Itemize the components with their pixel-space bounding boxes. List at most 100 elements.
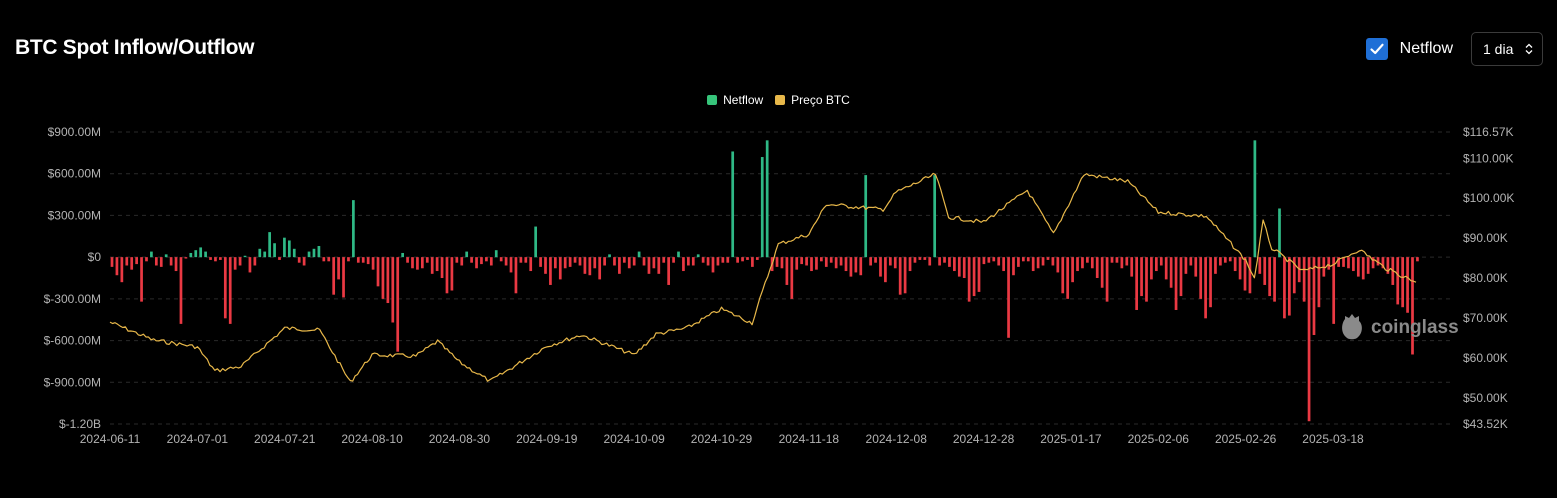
netflow-bar bbox=[1100, 257, 1104, 288]
netflow-bar bbox=[475, 257, 478, 269]
netflow-bar bbox=[420, 257, 424, 269]
netflow-bar bbox=[489, 257, 493, 266]
netflow-bar bbox=[1219, 257, 1222, 266]
netflow-bar bbox=[494, 250, 498, 258]
netflow-bar bbox=[972, 257, 976, 297]
netflow-bar bbox=[356, 257, 360, 263]
netflow-bar bbox=[189, 252, 193, 258]
netflow-bar bbox=[278, 257, 281, 260]
netflow-bar bbox=[721, 257, 725, 263]
netflow-bar bbox=[736, 257, 739, 263]
netflow-checkbox[interactable] bbox=[1365, 38, 1388, 60]
netflow-bar bbox=[760, 157, 764, 258]
netflow-bar bbox=[263, 251, 267, 258]
netflow-bar bbox=[199, 247, 203, 258]
netflow-bar bbox=[1120, 257, 1124, 269]
netflow-bar bbox=[337, 257, 340, 280]
netflow-bar bbox=[1036, 257, 1040, 269]
netflow-bar bbox=[332, 257, 336, 295]
price-line-layer bbox=[109, 172, 1417, 382]
netflow-bar bbox=[553, 257, 557, 269]
right-axis: $116.57K $110.00K $100.00K $90.00K $80.00K $7… bbox=[1463, 125, 1514, 431]
netflow-bar bbox=[751, 257, 754, 267]
netflow-bar bbox=[1411, 257, 1414, 355]
netflow-bar bbox=[1061, 257, 1065, 294]
netflow-bar bbox=[790, 257, 794, 299]
netflow-bar bbox=[608, 254, 611, 258]
netflow-bar bbox=[292, 248, 296, 258]
netflow-bar bbox=[1248, 257, 1252, 294]
netflow-bar bbox=[1051, 257, 1055, 266]
legend-item-netflow[interactable]: Netflow bbox=[707, 93, 763, 107]
x-tick-label: 2024-08-10 bbox=[341, 432, 403, 446]
netflow-bar bbox=[1292, 257, 1296, 294]
netflow-bar bbox=[1268, 257, 1272, 297]
netflow-bar bbox=[746, 257, 749, 260]
netflow-bar bbox=[1199, 257, 1203, 299]
netflow-bar bbox=[460, 257, 464, 266]
netflow-bar bbox=[677, 251, 680, 258]
netflow-bar bbox=[297, 257, 301, 263]
netflow-bar bbox=[184, 257, 188, 259]
netflow-bar bbox=[741, 257, 744, 262]
x-tick-label: 2024-07-01 bbox=[167, 432, 229, 446]
netflow-bar bbox=[194, 250, 198, 258]
x-tick-label: 2024-09-19 bbox=[516, 432, 578, 446]
netflow-bar bbox=[430, 257, 434, 274]
chevron-up-down-icon bbox=[1525, 43, 1533, 55]
interval-select[interactable]: 1 dia bbox=[1471, 32, 1543, 66]
netflow-bar bbox=[726, 257, 730, 263]
netflow-bar bbox=[1253, 140, 1257, 258]
netflow-bar bbox=[268, 232, 271, 258]
netflow-bar bbox=[893, 257, 897, 269]
netflow-bar bbox=[701, 257, 705, 263]
right-tick-label: $116.57K bbox=[1463, 125, 1514, 139]
netflow-bar bbox=[1012, 257, 1015, 276]
netflow-bar bbox=[618, 257, 621, 274]
netflow-bar bbox=[992, 257, 996, 262]
netflow-bar bbox=[696, 254, 700, 258]
left-tick-label: $-1.20B bbox=[59, 417, 101, 431]
netflow-bar bbox=[327, 257, 331, 262]
netflow-bar bbox=[1361, 257, 1365, 280]
netflow-bar bbox=[1238, 257, 1242, 280]
netflow-bar bbox=[588, 257, 592, 276]
netflow-bar bbox=[115, 257, 119, 276]
netflow-bar bbox=[174, 257, 178, 272]
netflow-bar bbox=[243, 255, 247, 258]
watermark-text: coinglass bbox=[1371, 317, 1459, 338]
netflow-bar bbox=[1376, 257, 1380, 266]
netflow-bar bbox=[169, 257, 173, 266]
netflow-bar bbox=[219, 257, 222, 260]
netflow-bar bbox=[154, 257, 158, 266]
netflow-bar bbox=[1140, 257, 1143, 297]
netflow-bar bbox=[957, 257, 961, 277]
netflow-bar bbox=[1095, 257, 1099, 278]
netflow-bar bbox=[800, 257, 804, 265]
netflow-bar bbox=[810, 257, 813, 272]
right-tick-label: $43.52K bbox=[1463, 417, 1508, 431]
netflow-bar bbox=[366, 257, 370, 265]
netflow-bar bbox=[120, 257, 124, 283]
netflow-bar bbox=[731, 151, 735, 258]
netflow-bar bbox=[854, 257, 858, 273]
netflow-bar bbox=[1263, 257, 1267, 285]
netflow-bar bbox=[1110, 257, 1114, 263]
left-tick-label: $-600.00M bbox=[44, 334, 101, 348]
netflow-bar bbox=[1194, 257, 1198, 277]
netflow-bar bbox=[943, 257, 946, 263]
netflow-bar bbox=[1317, 257, 1321, 308]
coinglass-logo-icon bbox=[1342, 314, 1362, 340]
legend-item-price[interactable]: Preço BTC bbox=[775, 93, 850, 107]
x-tick-label: 2024-08-30 bbox=[429, 432, 491, 446]
netflow-bar bbox=[844, 257, 848, 272]
x-tick-label: 2024-06-11 bbox=[80, 432, 141, 446]
netflow-bar bbox=[849, 257, 853, 277]
x-tick-label: 2024-10-29 bbox=[691, 432, 753, 446]
netflow-bar bbox=[1327, 257, 1331, 270]
left-tick-label: $900.00M bbox=[48, 125, 101, 139]
netflow-bar bbox=[539, 257, 542, 267]
netflow-bar bbox=[371, 257, 375, 270]
netflow-bar bbox=[820, 257, 823, 262]
